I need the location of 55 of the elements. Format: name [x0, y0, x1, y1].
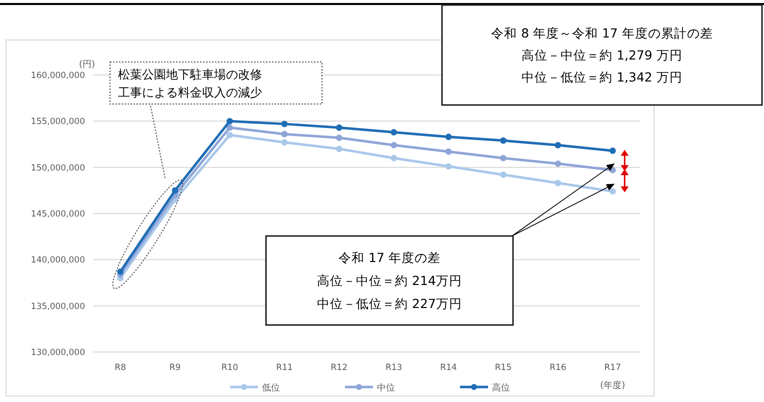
point — [172, 187, 178, 194]
annotation: 高位－中位＝約 214万円 — [317, 273, 462, 288]
point — [500, 137, 506, 144]
point — [226, 124, 233, 131]
legend-label: 低位 — [262, 382, 280, 394]
point — [445, 148, 452, 155]
point — [226, 118, 233, 124]
point — [554, 160, 562, 167]
y-tick-label: 155,000,000 — [30, 117, 85, 128]
x-tick-label: R8 — [114, 363, 126, 373]
point — [500, 154, 506, 162]
text: 令和 8 年度～令和 17 年度の累計の差 — [491, 26, 713, 40]
x-tick-label: R16 — [550, 363, 566, 373]
text: 高位－中位＝約 1,279 万円 — [522, 48, 682, 62]
annotation: 中位－低位＝約 227万円 — [317, 296, 462, 311]
y-tick-label: 140,000,000 — [30, 256, 85, 266]
x-tick-label: R13 — [385, 363, 402, 373]
annotation: 松葉公園地下駐車場の改修 — [118, 67, 262, 82]
annotation: 中位－低位＝約 1,342 万円 — [522, 70, 682, 84]
x-tick-label: R11 — [276, 363, 293, 373]
point — [609, 148, 616, 154]
point — [281, 130, 288, 138]
annotation: 工事による料金収入の減少 — [118, 85, 262, 100]
point — [445, 163, 452, 170]
point — [554, 142, 562, 148]
y-tick-label: 145,000,000 — [30, 210, 85, 220]
point — [390, 129, 398, 136]
y-tick-label: 150,000,000 — [30, 163, 85, 174]
x-tick-label: R14 — [440, 363, 457, 373]
point — [281, 139, 288, 146]
point — [336, 134, 342, 141]
y-tick-label: 130,000,000 — [30, 348, 85, 358]
point — [336, 124, 342, 131]
x-tick-label: R12 — [330, 363, 348, 373]
point — [390, 142, 398, 148]
y-axis-title: (円) — [78, 60, 96, 70]
x-tick-label: R15 — [494, 363, 512, 373]
point — [500, 172, 506, 178]
x-tick-label: R9 — [169, 363, 181, 373]
y-tick-label: 135,000,000 — [30, 302, 85, 312]
legend-label: 高位 — [492, 382, 510, 394]
point — [445, 134, 452, 140]
x-tick-label: R10 — [221, 363, 238, 373]
point — [336, 146, 342, 152]
point — [554, 180, 562, 186]
point — [609, 188, 616, 195]
annotation: 令和 17 年度の差 — [338, 250, 440, 265]
point — [226, 132, 233, 138]
x-axis-title: (年度) — [600, 380, 626, 391]
point — [390, 154, 398, 162]
point — [117, 268, 124, 275]
x-tick-label: R17 — [604, 363, 622, 373]
y-tick-label: 160,000,000 — [30, 71, 85, 81]
point — [281, 120, 288, 128]
legend-label: 中位 — [377, 382, 395, 394]
